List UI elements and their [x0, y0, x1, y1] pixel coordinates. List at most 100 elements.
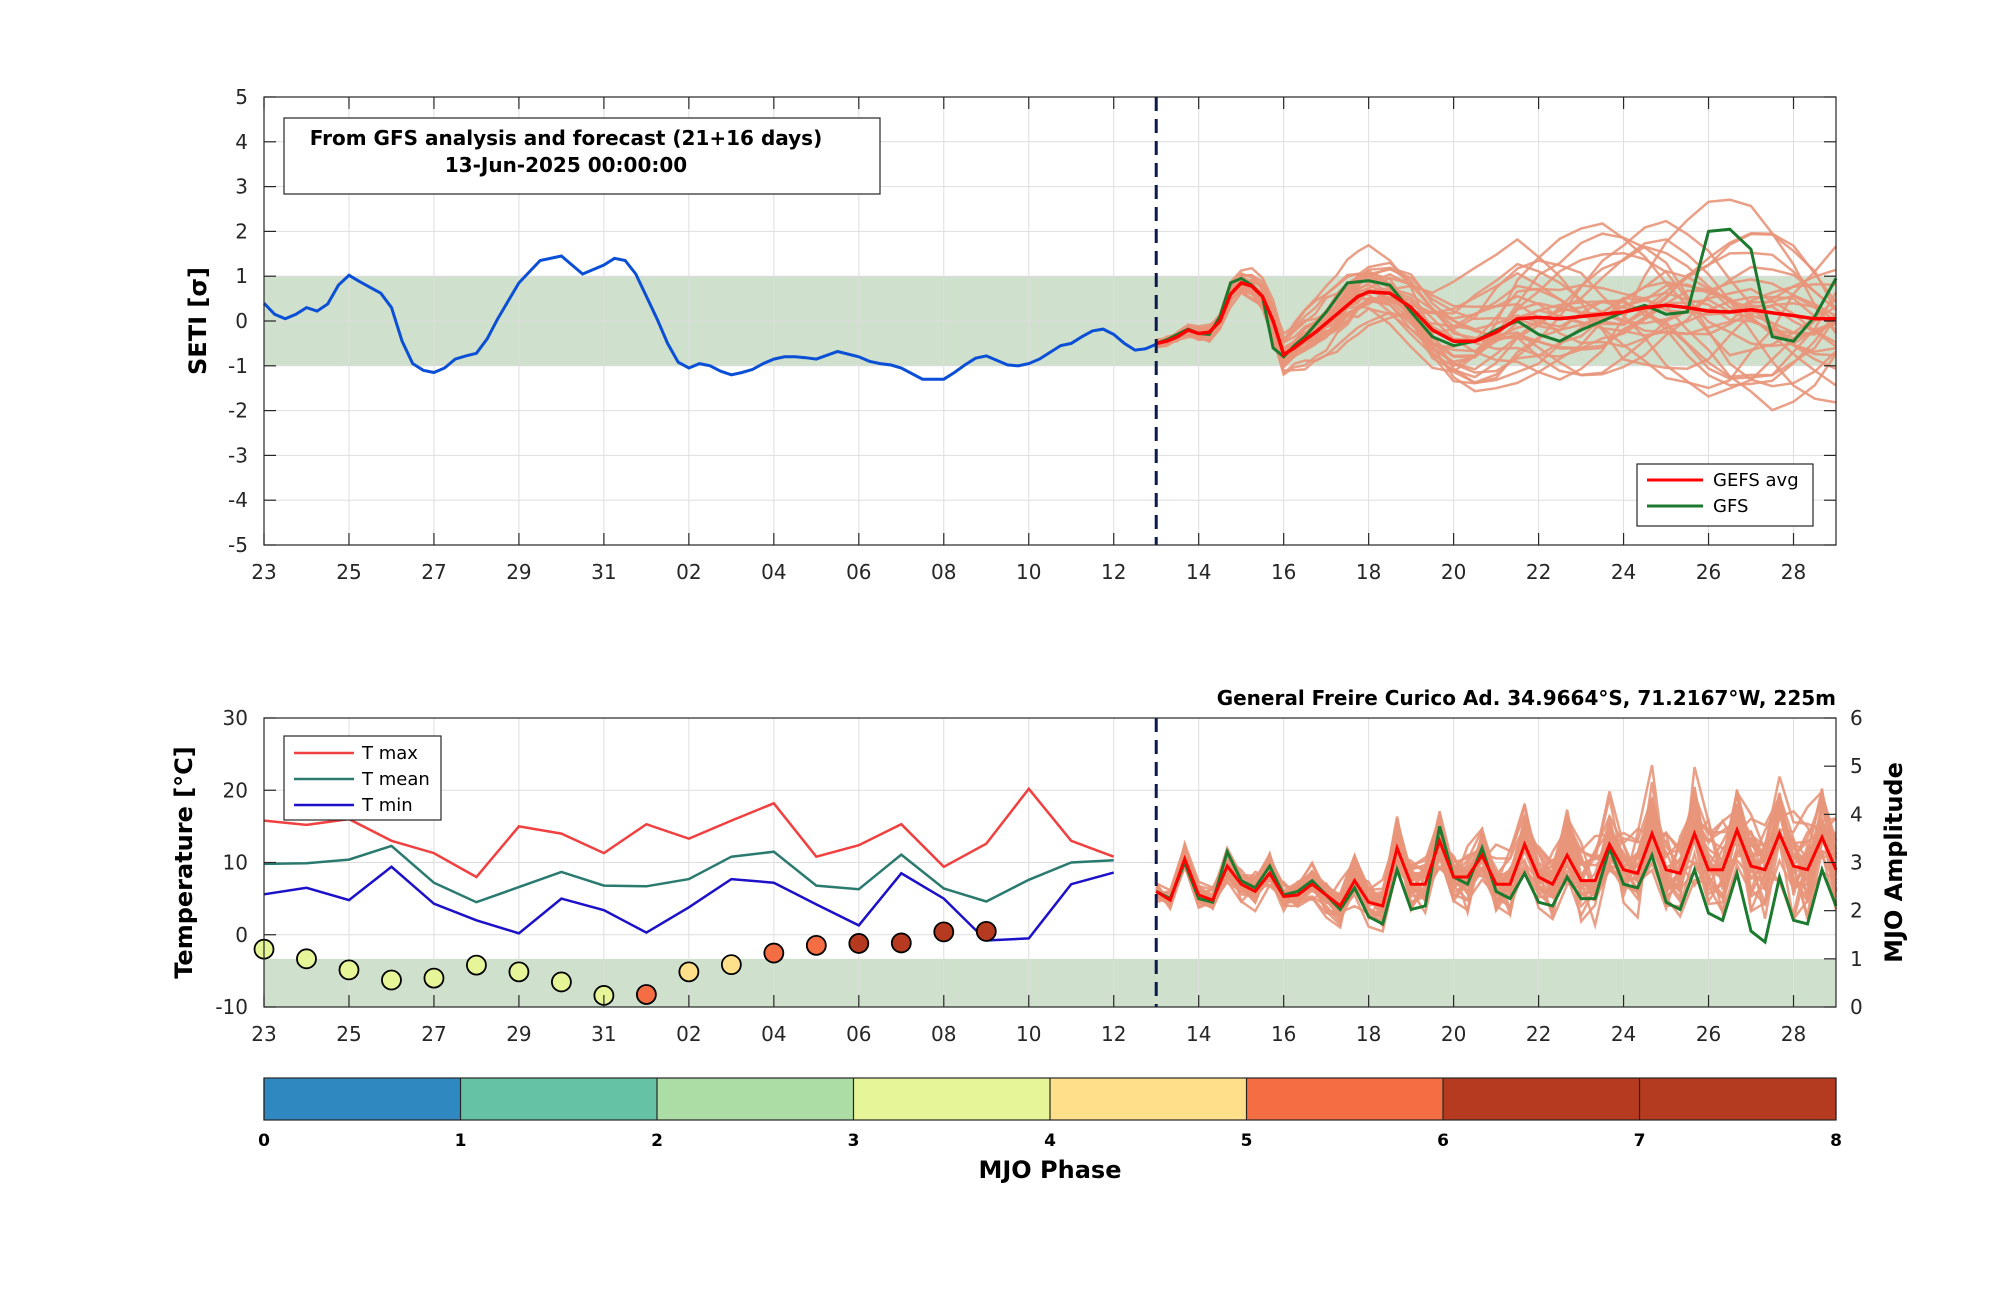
station-title: General Freire Curico Ad. 34.9664°S, 71.… [1217, 686, 1836, 710]
axis-ticks [263, 717, 1836, 1008]
x-tick-label: 29 [506, 1022, 531, 1046]
colorbar-cell [1246, 1078, 1444, 1120]
colorbar-ticks: 0 1 2 3 4 5 6 7 8 [258, 1078, 1842, 1151]
colorbar-cells [264, 1078, 1837, 1120]
colorbar-tick-label: 3 [848, 1131, 860, 1151]
colorbar-tick-label: 4 [1044, 1131, 1056, 1151]
x-tick-label: 25 [336, 560, 361, 584]
legend-label-tmax: T max [361, 743, 418, 764]
x-tick-label: 20 [1441, 560, 1466, 584]
x-tick-label: 26 [1696, 1022, 1721, 1046]
y-tick-label: 10 [223, 851, 248, 875]
colorbar-cell [264, 1078, 461, 1120]
ensemble-member-line [1155, 817, 1837, 919]
mjo-point [848, 933, 870, 954]
x-tick-label: 23 [251, 1022, 276, 1046]
legend-label-tmin: T min [361, 795, 413, 816]
x-tick-label: 14 [1186, 560, 1211, 584]
y2-tick-labels: 6 5 4 3 2 1 0 [1850, 706, 1863, 1019]
x-tick-label: 04 [761, 560, 786, 584]
mjo-point [508, 961, 530, 983]
tmax-line [263, 786, 1115, 879]
y-tick-label: 2 [235, 219, 248, 243]
y-tick-labels: 30 20 10 0 -10 [215, 706, 248, 1019]
x-tick-label: 12 [1101, 1022, 1126, 1046]
y2-tick-label: 0 [1850, 995, 1863, 1019]
mjo-point [466, 954, 487, 976]
analysis-line [262, 254, 1157, 381]
y-tick-label: 20 [223, 778, 248, 802]
x-tick-label: 22 [1526, 560, 1551, 584]
ensemble-avg-temperature-line [1155, 825, 1838, 909]
mjo-point [678, 961, 700, 983]
colorbar-cell [853, 1078, 1051, 1120]
legend-label-gfs: GFS [1713, 496, 1748, 517]
x-tick-label: 25 [336, 1022, 361, 1046]
y-tick-label: 4 [235, 130, 248, 154]
y-axis-label: Temperature [°C] [170, 746, 198, 979]
y-tick-label: 1 [235, 264, 248, 288]
x-tick-label: 08 [931, 1022, 956, 1046]
tmin-line [263, 865, 1115, 942]
x-tick-label: 23 [251, 560, 276, 584]
mjo-point [423, 967, 445, 989]
y-tick-label: 0 [235, 923, 248, 947]
x-tick-labels: 23 25 27 29 31 02 04 06 08 10 12 14 16 18 20 22 24 26 28 [251, 1022, 1806, 1046]
x-tick-label: 12 [1101, 560, 1126, 584]
y-tick-label: -2 [228, 399, 248, 423]
gfs-line [1155, 227, 1838, 359]
x-tick-label: 08 [931, 560, 956, 584]
amplitude-band [264, 958, 1836, 1007]
y2-tick-label: 3 [1850, 851, 1863, 875]
mjo-point [890, 932, 912, 954]
legend: T max T mean T min [283, 735, 442, 821]
colorbar-tick-label: 7 [1634, 1131, 1646, 1151]
y2-tick-label: 2 [1850, 899, 1863, 923]
x-tick-label: 18 [1356, 560, 1381, 584]
x-tick-label: 10 [1016, 1022, 1041, 1046]
x-tick-label: 29 [506, 560, 531, 584]
mjo-point [933, 921, 955, 943]
x-tick-label: 26 [1696, 560, 1721, 584]
colorbar-tick-label: 0 [258, 1131, 270, 1151]
y-tick-label: 30 [223, 706, 248, 730]
x-tick-label: 04 [761, 1022, 786, 1046]
y2-tick-label: 5 [1850, 754, 1863, 778]
colorbar-tick-label: 5 [1241, 1131, 1253, 1151]
y2-tick-label: 1 [1850, 947, 1863, 971]
mjo-point [381, 969, 402, 991]
mjo-point [338, 959, 360, 981]
y2-axis-label: MJO Amplitude [1880, 762, 1908, 963]
x-tick-label: 31 [591, 560, 616, 584]
x-tick-label: 16 [1271, 1022, 1296, 1046]
x-tick-label: 14 [1186, 1022, 1211, 1046]
mjo-point [975, 920, 997, 942]
gefs-avg-line [1155, 280, 1836, 358]
info-box-line2: 13-Jun-2025 00:00:00 [445, 153, 687, 177]
mjo-point [805, 934, 827, 956]
x-tick-label: 31 [591, 1022, 616, 1046]
colorbar-tick-label: 1 [455, 1131, 467, 1151]
colorbar-cell [1050, 1078, 1247, 1120]
x-tick-label: 27 [421, 1022, 446, 1046]
colorbar-tick-label: 8 [1830, 1131, 1842, 1151]
y-tick-label: -4 [228, 488, 248, 512]
gfs-temperature-line [1155, 826, 1838, 945]
legend-label-gefs-avg: GEFS avg [1713, 470, 1799, 491]
colorbar-tick-label: 2 [651, 1131, 663, 1151]
x-tick-label: 28 [1781, 560, 1806, 584]
x-tick-label: 16 [1271, 560, 1296, 584]
y-tick-label: 5 [235, 85, 248, 109]
y-tick-label: -10 [215, 995, 248, 1019]
x-tick-label: 02 [676, 1022, 701, 1046]
mjo-point [296, 948, 317, 970]
x-tick-label: 20 [1441, 1022, 1466, 1046]
mjo-point [551, 971, 572, 993]
colorbar-cell [460, 1078, 658, 1120]
colorbar-cell [1443, 1078, 1640, 1120]
x-tick-label: 06 [846, 560, 871, 584]
x-tick-label: 24 [1611, 560, 1636, 584]
